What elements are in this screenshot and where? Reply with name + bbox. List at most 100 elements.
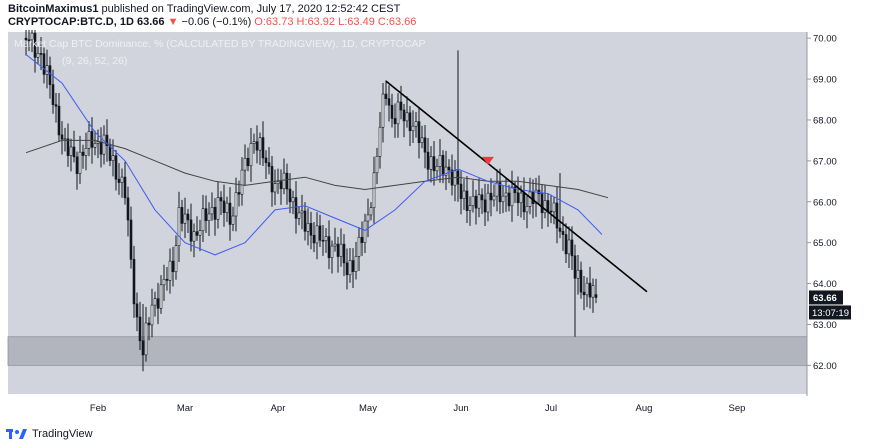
candle <box>375 147 379 185</box>
candle <box>396 93 400 138</box>
y-tick-label: 64.00 <box>813 279 837 290</box>
price-chart[interactable]: Market Cap BTC Dominance, % (CALCULATED … <box>0 30 871 428</box>
y-tick-label: 63.00 <box>813 320 837 331</box>
x-tick-label: Sep <box>729 403 746 414</box>
indicator-params: (9, 26, 52, 26) <box>62 55 127 67</box>
candle <box>543 184 547 219</box>
candle <box>303 202 307 241</box>
footer: TradingView <box>6 428 93 440</box>
candle <box>315 212 319 260</box>
candle <box>273 169 277 206</box>
high-value: 63.92 <box>307 16 336 28</box>
candle <box>30 30 34 53</box>
candle <box>267 147 271 175</box>
candle <box>27 30 31 52</box>
candle <box>333 227 337 252</box>
candle <box>57 92 61 142</box>
candle <box>177 191 181 263</box>
symbol-name[interactable]: CRYPTOCAP:BTC.D, 1D <box>8 16 134 28</box>
candle <box>570 226 574 270</box>
candle <box>144 306 148 362</box>
candle <box>471 180 475 213</box>
candle <box>357 227 361 272</box>
candle <box>465 176 469 223</box>
y-tick-label: 70.00 <box>813 34 837 45</box>
x-tick-label: May <box>359 403 377 414</box>
candle <box>417 106 421 159</box>
candle <box>429 146 433 183</box>
candle <box>108 138 112 167</box>
current-price-tag: 63.66 <box>809 290 843 305</box>
candle <box>261 121 265 166</box>
candle <box>72 130 76 163</box>
y-tick-label: 68.00 <box>813 115 837 126</box>
candle <box>147 317 151 341</box>
candle <box>87 121 91 157</box>
candle <box>24 30 28 56</box>
candle <box>204 195 208 234</box>
candle <box>300 194 304 230</box>
candle <box>339 228 343 267</box>
candle <box>84 132 88 171</box>
candle <box>567 226 571 268</box>
published-text: published on TradingView.com, July 17, 2… <box>101 3 401 15</box>
x-tick-label: Jul <box>545 403 557 414</box>
candle <box>222 184 226 227</box>
candle <box>573 244 577 337</box>
candle <box>297 206 301 226</box>
candle <box>435 158 439 179</box>
candle <box>327 220 331 270</box>
candle <box>153 291 157 317</box>
candle <box>168 248 172 294</box>
candle <box>510 170 514 222</box>
x-tick-label: Aug <box>636 403 653 414</box>
candle <box>123 161 127 205</box>
candle <box>591 278 595 313</box>
candle <box>414 111 418 138</box>
candle <box>495 169 499 212</box>
candle <box>75 151 79 190</box>
candle <box>252 133 256 154</box>
candle <box>183 197 187 239</box>
candle <box>282 158 286 195</box>
candle <box>369 202 373 221</box>
candle <box>384 80 388 106</box>
candle <box>501 185 505 214</box>
high-label: H: <box>296 16 308 28</box>
candle <box>585 277 589 308</box>
tradingview-brand[interactable]: TradingView <box>32 428 93 440</box>
candle <box>411 110 415 144</box>
candle <box>498 168 502 215</box>
x-tick-label: Apr <box>271 403 286 414</box>
candle <box>459 171 463 215</box>
candle <box>249 128 253 182</box>
candle <box>60 121 64 155</box>
last-price: 63.66 <box>136 16 165 28</box>
open-value: 63.73 <box>265 16 294 28</box>
candle <box>228 187 232 241</box>
candle <box>180 199 184 232</box>
candle <box>366 198 370 238</box>
candle <box>504 177 508 212</box>
candle <box>477 178 481 218</box>
candle <box>258 132 262 165</box>
candle <box>138 301 142 350</box>
candle <box>324 228 328 253</box>
author-name[interactable]: BitcoinMaximus1 <box>8 3 99 15</box>
candle <box>102 125 106 165</box>
candle <box>345 248 349 290</box>
candle <box>405 96 409 128</box>
candle <box>78 135 82 184</box>
current-price-label: 63.66 <box>813 293 837 304</box>
candle <box>114 149 118 191</box>
candle <box>39 37 43 70</box>
candle <box>132 245 136 318</box>
candle <box>156 282 160 325</box>
candle <box>576 255 580 295</box>
y-tick-label: 67.00 <box>813 156 837 167</box>
candle <box>423 124 427 169</box>
candle <box>288 173 292 214</box>
ma-slow-line <box>25 139 609 199</box>
candle <box>36 46 40 65</box>
low-value: 63.49 <box>347 16 375 28</box>
